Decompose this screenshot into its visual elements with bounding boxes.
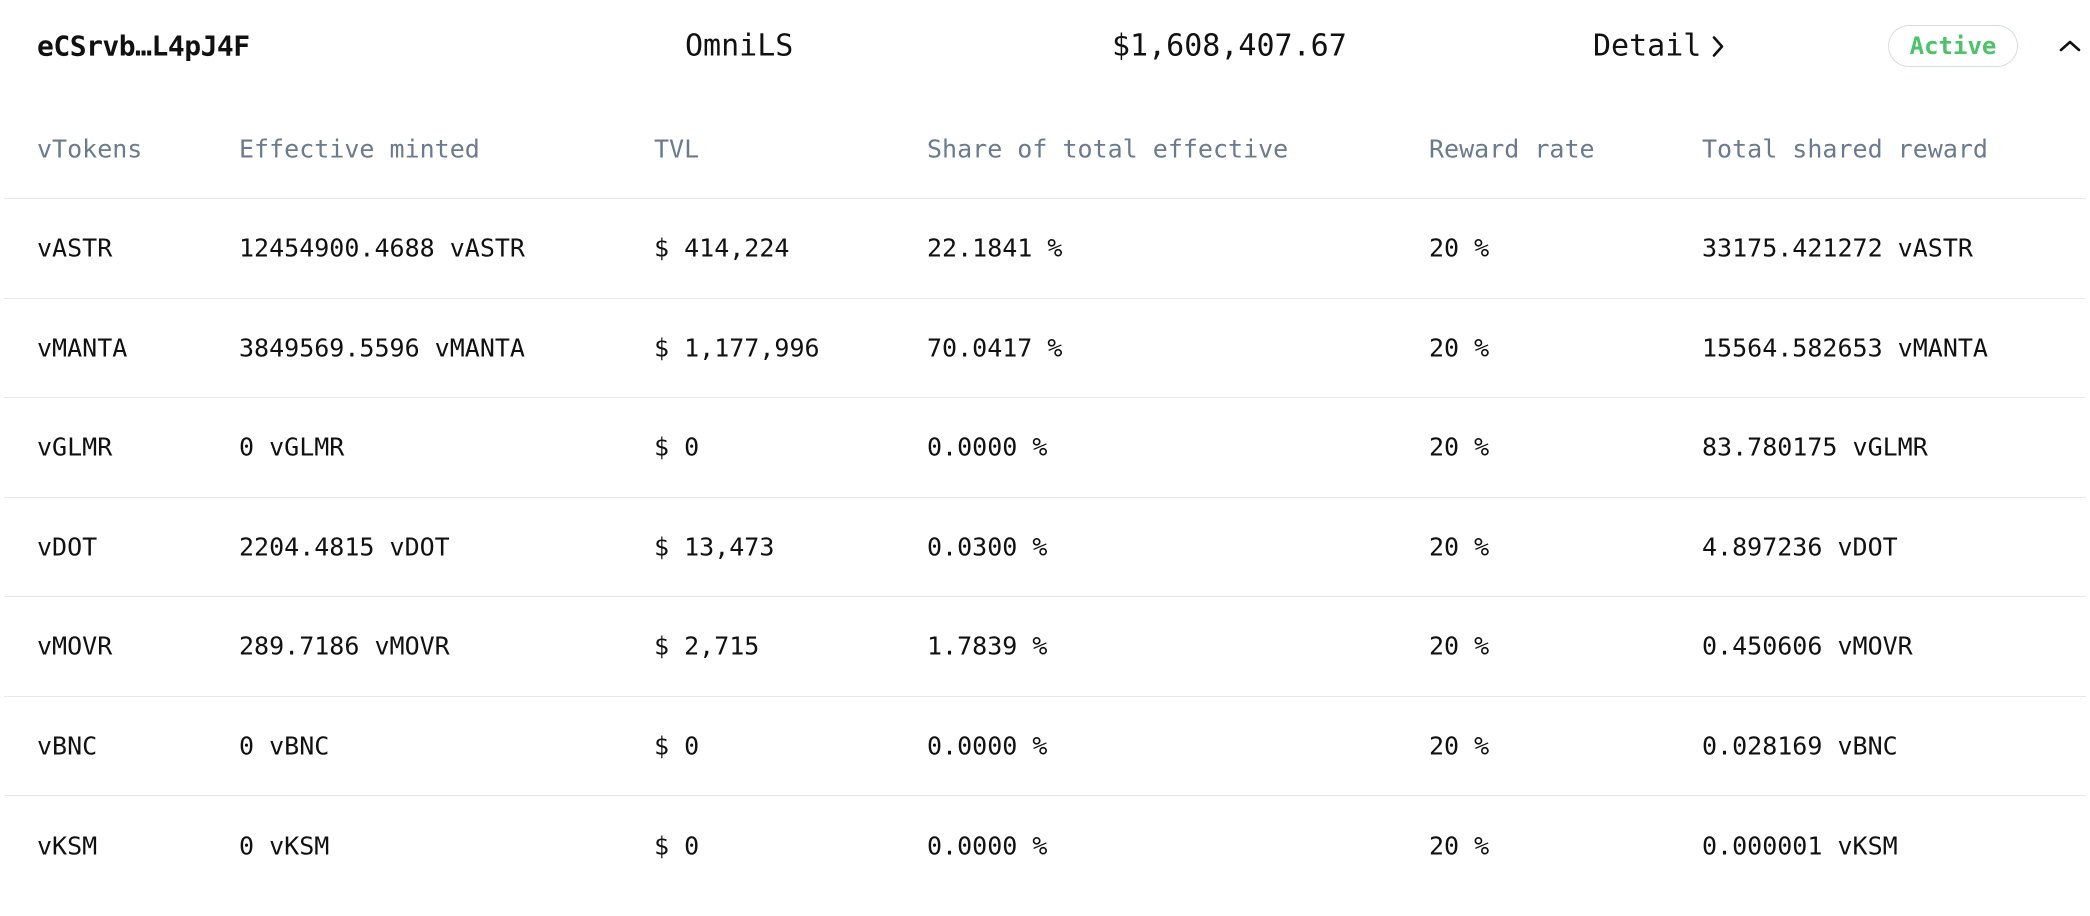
cell-reward-rate: 20 % [1429, 831, 1490, 861]
cell-vtoken: vGLMR [37, 432, 113, 462]
chevron-up-icon[interactable] [2058, 39, 2082, 53]
cell-tvl: $ 13,473 [654, 532, 775, 562]
cell-reward-rate: 20 % [1429, 731, 1490, 761]
detail-link[interactable]: Detail [1593, 29, 1725, 64]
cell-total-shared-reward: 83.780175 vGLMR [1702, 432, 1928, 462]
pool-header[interactable]: eCSrvb…L4pJ4F OmniLS $1,608,407.67 Detai… [0, 0, 2090, 92]
column-header-tvl: TVL [654, 134, 700, 164]
table-row: vDOT 2204.4815 vDOT $ 13,473 0.0300 % 20… [4, 498, 2086, 597]
cell-share: 70.0417 % [927, 333, 1063, 363]
cell-share: 22.1841 % [927, 233, 1063, 263]
pool-address: eCSrvb…L4pJ4F [37, 29, 250, 63]
detail-label: Detail [1593, 28, 1702, 64]
cell-share: 1.7839 % [927, 631, 1048, 661]
status-badge: Active [1888, 25, 2018, 67]
cell-total-shared-reward: 0.000001 vKSM [1702, 831, 1898, 861]
cell-total-shared-reward: 0.028169 vBNC [1702, 731, 1898, 761]
cell-vtoken: vKSM [37, 831, 98, 861]
column-header-total-shared-reward: Total shared reward [1702, 134, 1988, 164]
table-row: vASTR 12454900.4688 vASTR $ 414,224 22.1… [4, 199, 2086, 299]
cell-total-shared-reward: 33175.421272 vASTR [1702, 233, 1973, 263]
cell-tvl: $ 0 [654, 731, 700, 761]
cell-total-shared-reward: 0.450606 vMOVR [1702, 631, 1913, 661]
chevron-right-icon [1711, 34, 1725, 58]
cell-reward-rate: 20 % [1429, 532, 1490, 562]
cell-share: 0.0300 % [927, 532, 1048, 562]
cell-reward-rate: 20 % [1429, 333, 1490, 363]
table-row: vBNC 0 vBNC $ 0 0.0000 % 20 % 0.028169 v… [4, 697, 2086, 796]
cell-tvl: $ 0 [654, 831, 700, 861]
cell-tvl: $ 0 [654, 432, 700, 462]
cell-effective-minted: 12454900.4688 vASTR [239, 233, 525, 263]
cell-effective-minted: 0 vBNC [239, 731, 330, 761]
cell-effective-minted: 0 vKSM [239, 831, 330, 861]
pool-total-value: $1,608,407.67 [1112, 28, 1347, 64]
cell-reward-rate: 20 % [1429, 631, 1490, 661]
cell-reward-rate: 20 % [1429, 233, 1490, 263]
table-row: vKSM 0 vKSM $ 0 0.0000 % 20 % 0.000001 v… [4, 796, 2086, 896]
cell-tvl: $ 2,715 [654, 631, 760, 661]
cell-effective-minted: 3849569.5596 vMANTA [239, 333, 525, 363]
pool-name: OmniLS [685, 28, 794, 64]
vtokens-table: vTokens Effective minted TVL Share of to… [4, 112, 2086, 896]
cell-total-shared-reward: 4.897236 vDOT [1702, 532, 1898, 562]
cell-share: 0.0000 % [927, 731, 1048, 761]
cell-share: 0.0000 % [927, 432, 1048, 462]
cell-total-shared-reward: 15564.582653 vMANTA [1702, 333, 1988, 363]
cell-tvl: $ 414,224 [654, 233, 790, 263]
cell-vtoken: vMOVR [37, 631, 113, 661]
cell-share: 0.0000 % [927, 831, 1048, 861]
cell-effective-minted: 2204.4815 vDOT [239, 532, 450, 562]
column-header-reward-rate: Reward rate [1429, 134, 1595, 164]
table-header: vTokens Effective minted TVL Share of to… [4, 112, 2086, 199]
table-row: vMOVR 289.7186 vMOVR $ 2,715 1.7839 % 20… [4, 597, 2086, 697]
table-row: vGLMR 0 vGLMR $ 0 0.0000 % 20 % 83.78017… [4, 398, 2086, 498]
status-badge-label: Active [1909, 32, 1997, 60]
cell-effective-minted: 289.7186 vMOVR [239, 631, 450, 661]
cell-vtoken: vDOT [37, 532, 98, 562]
column-header-vtokens: vTokens [37, 134, 143, 164]
column-header-share: Share of total effective [927, 134, 1289, 164]
cell-reward-rate: 20 % [1429, 432, 1490, 462]
cell-vtoken: vASTR [37, 233, 113, 263]
column-header-effective-minted: Effective minted [239, 134, 480, 164]
cell-vtoken: vMANTA [37, 333, 128, 363]
table-row: vMANTA 3849569.5596 vMANTA $ 1,177,996 7… [4, 299, 2086, 398]
cell-tvl: $ 1,177,996 [654, 333, 820, 363]
cell-effective-minted: 0 vGLMR [239, 432, 345, 462]
cell-vtoken: vBNC [37, 731, 98, 761]
